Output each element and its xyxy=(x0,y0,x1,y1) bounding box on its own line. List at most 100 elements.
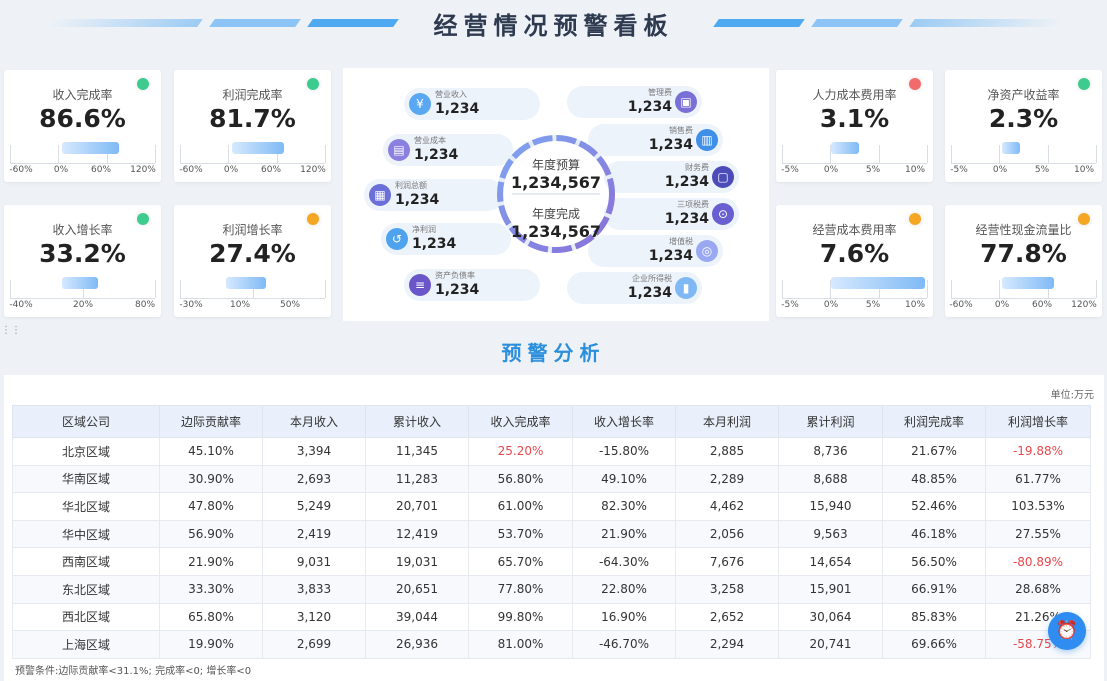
table-row[interactable]: 北京区域 45.10% 3,394 11,345 25.20% -15.80% 2,885 8… xyxy=(12,437,1091,466)
table-cell: 11,345 xyxy=(365,437,469,466)
table-cell: 47.80% xyxy=(159,492,263,521)
profit-icon: ↺ xyxy=(386,228,408,250)
table-cell: 22.80% xyxy=(572,574,676,604)
table-cell: -64.30% xyxy=(572,547,676,576)
tick-label: 0% xyxy=(994,300,1010,310)
tick-label: 120% xyxy=(300,165,326,175)
column-header[interactable]: 收入增长率 xyxy=(572,405,676,438)
kpi-card-operating-cashflow-ratio[interactable]: 经营性现金流量比 77.8% -60% 0% 60% 120% xyxy=(945,205,1102,317)
cost-icon: ▤ xyxy=(388,139,410,161)
table-cell: 21.67% xyxy=(882,437,986,466)
metric-pill-vat[interactable]: 增值税 1,234 ◎ xyxy=(588,235,723,267)
table-cell: 56.90% xyxy=(159,519,263,549)
table-cell: 46.18% xyxy=(882,519,986,549)
table-row[interactable]: 上海区域 19.90% 2,699 26,936 81.00% -46.70% 2,294 2… xyxy=(12,630,1091,659)
table-row[interactable]: 华北区域 47.80% 5,249 20,701 61.00% 82.30% 4,462 15… xyxy=(12,492,1091,521)
table-cell: 66.91% xyxy=(882,574,986,604)
table-cell: 61.00% xyxy=(468,492,573,521)
table-cell: 2,289 xyxy=(675,464,779,494)
metric-pill-total-profit[interactable]: ▦ 利润总额 1,234 xyxy=(364,179,504,211)
metric-pill-operating-revenue[interactable]: ¥ 营业收入 1,234 xyxy=(404,88,540,120)
annual-budget-panel: ¥ 营业收入 1,234 ▤ 营业成本 1,234 ▦ 利润总额 1,234 ↺… xyxy=(343,68,769,321)
column-header[interactable]: 边际贡献率 xyxy=(159,405,263,438)
table-row[interactable]: 东北区域 33.30% 3,833 20,651 77.80% 22.80% 3,258 15… xyxy=(12,574,1091,604)
metric-pill-three-taxes[interactable]: 三项税费 1,234 ⊙ xyxy=(604,198,739,230)
kpi-label: 利润增长率 xyxy=(222,223,283,237)
kpi-scale xyxy=(180,280,326,299)
alarm-clock-button[interactable]: ⏰ xyxy=(1048,612,1086,650)
metric-pill-net-profit[interactable]: ↺ 净利润 1,234 xyxy=(381,223,511,255)
table-cell: 27.55% xyxy=(985,519,1091,549)
column-header[interactable]: 利润增长率 xyxy=(985,405,1091,438)
column-header[interactable]: 利润完成率 xyxy=(882,405,986,438)
kpi-card-revenue-growth[interactable]: 收入增长率 33.2% -40% 20% 80% xyxy=(4,205,161,317)
table-cell: -15.80% xyxy=(572,437,676,466)
column-header[interactable]: 本月利润 xyxy=(675,405,779,438)
region-cell: 北京区域 xyxy=(12,437,160,466)
metric-pill-income-tax[interactable]: 企业所得税 1,234 ▮ xyxy=(567,272,702,304)
kpi-card-profit-growth[interactable]: 利润增长率 27.4% -30% 10% 50% xyxy=(174,205,331,317)
kpi-card-operating-cost-ratio[interactable]: 经营成本费用率 7.6% -5% 0% 5% 10% xyxy=(776,205,933,317)
kpi-value: 2.3% xyxy=(988,104,1059,133)
table-row[interactable]: 西南区域 21.90% 9,031 19,031 65.70% -64.30% 7,676 1… xyxy=(12,547,1091,576)
kpi-scale xyxy=(782,280,928,299)
metric-pill-sales-expense[interactable]: 销售费 1,234 ▥ xyxy=(588,124,723,156)
kpi-card-labor-cost-ratio[interactable]: 人力成本费用率 3.1% -5% 0% 5% 10% xyxy=(776,70,933,182)
table-cell: 9,031 xyxy=(262,547,366,576)
drag-handle-icon[interactable]: ⋮⋮ xyxy=(1,325,21,336)
metric-pill-admin-expense[interactable]: 管理费 1,234 ▣ xyxy=(567,86,702,118)
metric-value: 1,234 xyxy=(627,99,672,115)
kpi-card-roe[interactable]: 净资产收益率 2.3% -5% 0% 5% 10% xyxy=(945,70,1102,182)
tick-label: 5% xyxy=(865,300,881,310)
metric-pill-debt-ratio[interactable]: ≡ 资产负债率 1,234 xyxy=(404,269,540,301)
kpi-value: 86.6% xyxy=(39,104,126,133)
column-header[interactable]: 累计收入 xyxy=(365,405,469,438)
status-indicator-icon xyxy=(307,78,319,90)
kpi-progress-bar xyxy=(62,142,119,154)
kpi-progress-bar xyxy=(232,142,284,154)
table-cell: 11,283 xyxy=(365,464,469,494)
kpi-scale xyxy=(782,145,928,164)
kpi-card-profit-completion[interactable]: 利润完成率 81.7% -60% 0% 60% 120% xyxy=(174,70,331,182)
table-cell: 21.90% xyxy=(159,547,263,576)
table-cell: 56.50% xyxy=(882,547,986,576)
kpi-card-revenue-completion[interactable]: 收入完成率 86.6% -60% 0% 60% 120% xyxy=(4,70,161,182)
tick-label: 50% xyxy=(279,300,301,310)
table-cell: 2,693 xyxy=(262,464,366,494)
table-cell: 26,936 xyxy=(365,630,469,659)
warning-table: 区域公司 边际贡献率 本月收入 累计收入 收入完成率 收入增长率 本月利润 累计… xyxy=(12,405,1091,659)
table-row[interactable]: 华南区域 30.90% 2,693 11,283 56.80% 49.10% 2,289 8,… xyxy=(12,464,1091,494)
table-cell: 20,741 xyxy=(778,630,883,659)
kpi-scale xyxy=(951,145,1097,164)
table-cell: 16.90% xyxy=(572,602,676,632)
metric-label: 利润总额 xyxy=(395,181,427,190)
section-title: 预警分析 xyxy=(501,341,606,365)
metric-value: 1,234 xyxy=(435,282,480,298)
table-row[interactable]: 西北区域 65.80% 3,120 39,044 99.80% 16.90% 2,652 30… xyxy=(12,602,1091,632)
tick-label: -60% xyxy=(949,300,973,310)
table-cell: 3,394 xyxy=(262,437,366,466)
kpi-value: 27.4% xyxy=(209,239,296,268)
status-indicator-icon xyxy=(1078,78,1090,90)
tick-label: -60% xyxy=(179,165,203,175)
table-cell: 56.80% xyxy=(468,464,573,494)
table-cell: 15,940 xyxy=(778,492,883,521)
table-row[interactable]: 华中区域 56.90% 2,419 12,419 53.70% 21.90% 2,056 9,… xyxy=(12,519,1091,549)
metric-pill-operating-cost[interactable]: ▤ 营业成本 1,234 xyxy=(383,134,513,166)
table-cell: 39,044 xyxy=(365,602,469,632)
kpi-label: 收入增长率 xyxy=(52,223,113,237)
table-cell: 65.70% xyxy=(468,547,573,576)
metric-label: 营业收入 xyxy=(435,90,467,99)
metric-pill-finance-expense[interactable]: 财务费 1,234 ▢ xyxy=(604,161,739,193)
column-header[interactable]: 累计利润 xyxy=(778,405,883,438)
kpi-label: 收入完成率 xyxy=(52,88,113,102)
column-header[interactable]: 本月收入 xyxy=(262,405,366,438)
table-cell: 30,064 xyxy=(778,602,883,632)
column-header[interactable]: 收入完成率 xyxy=(468,405,573,438)
table-cell: -19.88% xyxy=(985,437,1091,466)
table-cell: 48.85% xyxy=(882,464,986,494)
tick-label: 10% xyxy=(904,165,926,175)
column-header[interactable]: 区域公司 xyxy=(12,405,160,438)
table-cell: 19,031 xyxy=(365,547,469,576)
kpi-value: 77.8% xyxy=(980,239,1067,268)
